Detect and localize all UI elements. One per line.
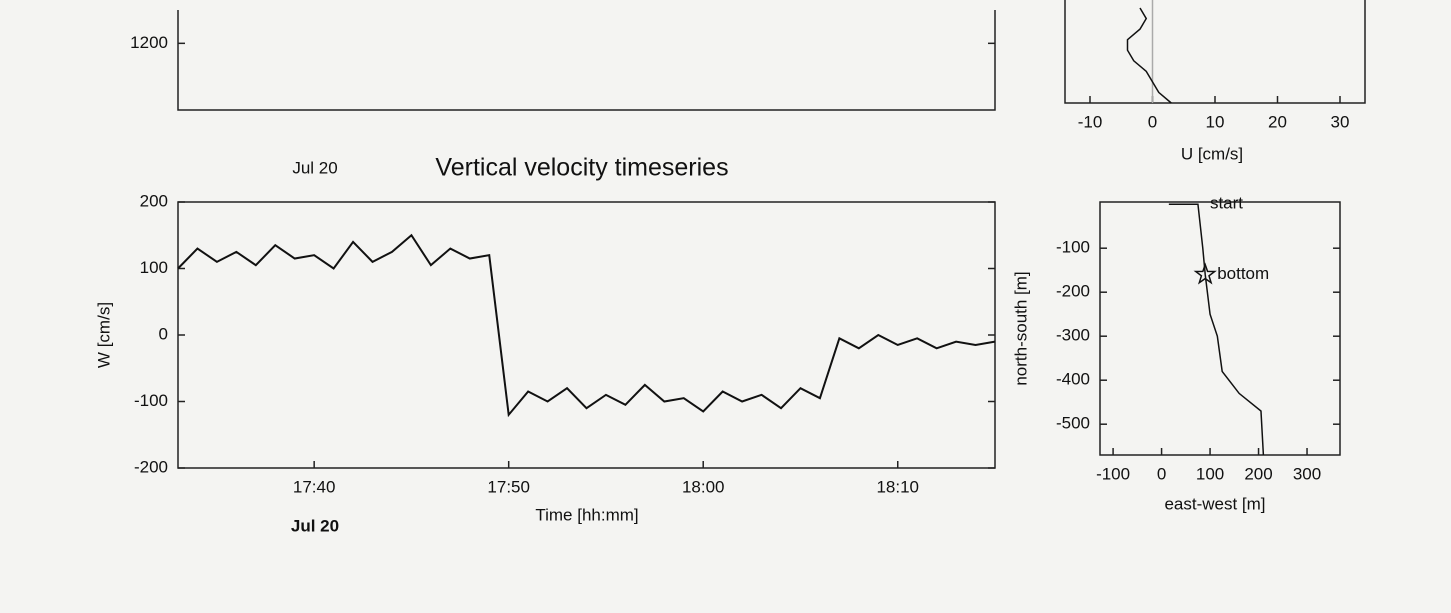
y-tick-label: -300 — [1056, 326, 1090, 345]
x-tick-label: 18:10 — [876, 477, 919, 496]
x-tick-label: 30 — [1331, 112, 1350, 131]
y-tick-label: -200 — [134, 457, 168, 476]
star-marker — [1193, 262, 1217, 285]
y-tick-label: -500 — [1056, 414, 1090, 433]
x-tick-label: 17:50 — [487, 477, 530, 496]
axis-frame — [177, 201, 996, 469]
x-tick-label: 20 — [1268, 112, 1287, 131]
annotation: start — [1210, 194, 1243, 213]
x-axis-label: U [cm/s] — [1181, 144, 1243, 163]
y-tick-label: 200 — [140, 191, 168, 210]
y-tick-label: -400 — [1056, 370, 1090, 389]
data-line — [177, 233, 996, 418]
y-tick-label: -100 — [1056, 238, 1090, 257]
date-label: Jul 20 — [292, 158, 337, 177]
chart-title: Vertical velocity timeseries — [435, 154, 728, 182]
axis-frame — [1099, 201, 1341, 456]
y-axis-label: north-south [m] — [1011, 271, 1030, 385]
x-tick-label: 0 — [1148, 112, 1157, 131]
x-tick-label: 300 — [1293, 464, 1321, 483]
date-label: Jul 20 — [291, 516, 339, 535]
axis-frame — [1064, 0, 1366, 104]
x-tick-label: 10 — [1206, 112, 1225, 131]
y-tick-label: -100 — [134, 391, 168, 410]
x-tick-label: 200 — [1244, 464, 1272, 483]
y-axis-label: W [cm/s] — [94, 302, 113, 368]
x-axis-label: east-west [m] — [1164, 494, 1265, 513]
x-tick-label: 0 — [1157, 464, 1166, 483]
y-tick-label: 1200 — [130, 33, 168, 52]
y-tick-label: -200 — [1056, 282, 1090, 301]
profile-line — [1126, 7, 1172, 104]
axis-frame — [177, 10, 996, 111]
annotation: bottom — [1217, 264, 1269, 283]
x-tick-label: 100 — [1196, 464, 1224, 483]
track-line — [1168, 203, 1265, 456]
x-tick-label: -10 — [1078, 112, 1103, 131]
x-tick-label: 18:00 — [682, 477, 725, 496]
x-axis-label: Time [hh:mm] — [535, 505, 638, 524]
x-tick-label: 17:40 — [293, 477, 336, 496]
y-tick-label: 100 — [140, 258, 168, 277]
y-tick-label: 0 — [159, 324, 168, 343]
x-tick-label: -100 — [1096, 464, 1130, 483]
